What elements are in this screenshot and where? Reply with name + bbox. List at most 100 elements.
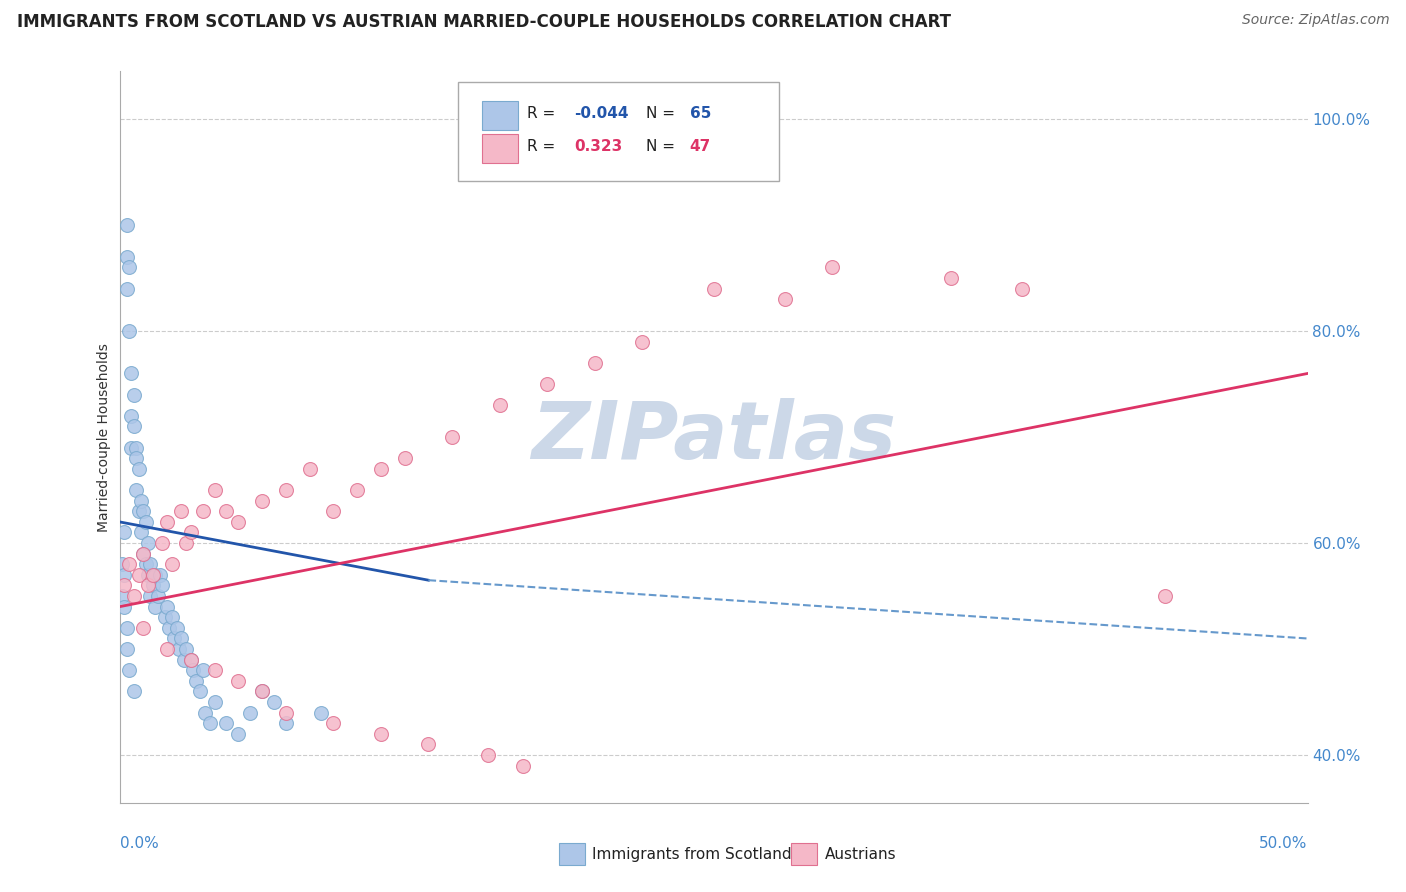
Point — [111, 558, 134, 572]
Point — [143, 567, 166, 582]
Point — [156, 642, 179, 657]
Point — [118, 663, 141, 677]
Point — [583, 356, 606, 370]
Point — [174, 536, 197, 550]
Point — [115, 282, 138, 296]
Point — [115, 621, 138, 635]
Point — [184, 673, 207, 688]
Point — [702, 282, 725, 296]
Point — [129, 493, 152, 508]
Point — [136, 567, 159, 582]
Point — [120, 441, 142, 455]
Point — [170, 504, 193, 518]
Bar — [790, 843, 817, 865]
Point — [394, 451, 416, 466]
Text: R =: R = — [527, 106, 560, 121]
Point — [139, 558, 162, 572]
Y-axis label: Married-couple Households: Married-couple Households — [97, 343, 111, 532]
Point — [166, 621, 188, 635]
Point — [773, 293, 796, 307]
Text: 0.0%: 0.0% — [120, 836, 159, 851]
Text: 47: 47 — [690, 139, 711, 154]
Text: Immigrants from Scotland: Immigrants from Scotland — [592, 847, 792, 862]
Point — [181, 663, 204, 677]
Point — [250, 684, 273, 698]
Point — [135, 515, 157, 529]
Point — [125, 441, 148, 455]
Point — [263, 695, 285, 709]
Text: N =: N = — [645, 139, 679, 154]
Point — [274, 483, 297, 497]
Point — [198, 716, 221, 731]
Point — [150, 578, 173, 592]
Point — [488, 398, 510, 412]
Point — [215, 716, 238, 731]
Point — [512, 758, 534, 772]
Point — [536, 377, 558, 392]
Point — [180, 525, 202, 540]
Point — [122, 387, 145, 401]
Point — [274, 716, 297, 731]
Bar — [482, 134, 517, 162]
Text: IMMIGRANTS FROM SCOTLAND VS AUSTRIAN MARRIED-COUPLE HOUSEHOLDS CORRELATION CHART: IMMIGRANTS FROM SCOTLAND VS AUSTRIAN MAR… — [17, 13, 950, 31]
Point — [204, 663, 226, 677]
Point — [160, 558, 183, 572]
Point — [115, 642, 138, 657]
Point — [228, 673, 250, 688]
Point — [150, 536, 173, 550]
Point — [128, 462, 150, 476]
Point — [228, 515, 250, 529]
Point — [125, 483, 148, 497]
Text: 0.323: 0.323 — [575, 139, 623, 154]
Point — [239, 706, 262, 720]
Text: N =: N = — [645, 106, 679, 121]
Point — [215, 504, 238, 518]
Point — [122, 589, 145, 603]
Point — [180, 653, 202, 667]
Point — [204, 483, 226, 497]
Point — [139, 589, 162, 603]
Bar — [482, 101, 517, 130]
Point — [370, 462, 392, 476]
Point — [115, 250, 138, 264]
Point — [142, 578, 165, 592]
Point — [298, 462, 321, 476]
Point — [821, 260, 844, 275]
Point — [194, 706, 217, 720]
Point — [112, 599, 135, 614]
Point — [118, 558, 141, 572]
Point — [132, 547, 155, 561]
Point — [112, 525, 135, 540]
Point — [153, 610, 176, 624]
Point — [311, 706, 333, 720]
Point — [146, 589, 169, 603]
Point — [122, 419, 145, 434]
Point — [174, 642, 197, 657]
Point — [120, 409, 142, 423]
Text: 65: 65 — [690, 106, 711, 121]
Point — [939, 271, 962, 285]
Point — [122, 684, 145, 698]
Point — [477, 748, 499, 763]
Point — [274, 706, 297, 720]
Point — [191, 663, 214, 677]
Point — [118, 324, 141, 338]
Point — [136, 536, 159, 550]
Point — [1011, 282, 1033, 296]
Point — [129, 525, 152, 540]
Point — [132, 621, 155, 635]
Point — [167, 642, 190, 657]
Point — [142, 567, 165, 582]
Point — [418, 738, 440, 752]
Point — [112, 567, 135, 582]
Point — [112, 578, 135, 592]
Point — [118, 260, 141, 275]
Point — [441, 430, 464, 444]
Point — [128, 504, 150, 518]
Point — [228, 727, 250, 741]
Point — [143, 599, 166, 614]
FancyBboxPatch shape — [458, 82, 779, 181]
Point — [188, 684, 211, 698]
Point — [149, 567, 172, 582]
Point — [136, 578, 159, 592]
